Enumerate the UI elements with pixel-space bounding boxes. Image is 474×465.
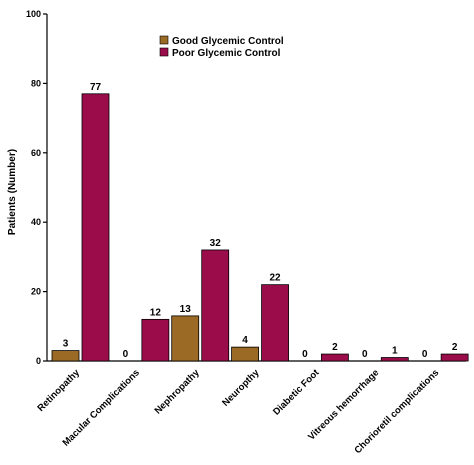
category-label: Retinopathy — [35, 367, 82, 414]
data-label: 0 — [422, 349, 428, 360]
bar-poor — [201, 249, 230, 362]
legend-swatch — [159, 47, 169, 57]
bar-good — [171, 315, 200, 362]
bar-poor — [380, 357, 409, 362]
bar-poor — [321, 353, 349, 362]
bar-poor — [81, 93, 110, 362]
legend-label: Good Glycemic Control — [172, 36, 284, 47]
data-label: 22 — [270, 273, 282, 284]
data-label: 0 — [123, 349, 129, 360]
bar-good — [51, 350, 80, 362]
data-label: 77 — [90, 82, 102, 93]
bar-poor — [141, 318, 170, 362]
data-label: 0 — [362, 349, 368, 360]
category-label: Nephropathy — [153, 367, 203, 417]
y-tick-label: 20 — [31, 287, 41, 297]
y-tick-label: 100 — [26, 9, 41, 19]
y-tick-label: 40 — [31, 217, 41, 227]
data-label: 3 — [63, 339, 69, 350]
y-tick-label: 60 — [31, 148, 41, 158]
data-label: 4 — [242, 335, 248, 346]
data-label: 2 — [452, 342, 458, 353]
data-label: 2 — [332, 342, 338, 353]
y-axis: 0 20 40 60 80 100 — [26, 9, 48, 366]
data-label: 32 — [210, 238, 222, 249]
data-labels: 3 77 0 12 13 32 4 22 0 2 0 1 0 2 — [63, 82, 458, 360]
bar-poor — [261, 284, 289, 362]
y-tick-label: 80 — [31, 78, 41, 88]
category-label: Neuropthy — [220, 367, 262, 409]
bar-good — [231, 346, 259, 362]
y-axis-title: Patients (Number) — [7, 149, 18, 235]
data-label: 12 — [150, 307, 162, 318]
bar-poor — [440, 353, 469, 362]
data-label: 13 — [180, 304, 192, 315]
data-label: 1 — [392, 346, 398, 357]
data-label: 0 — [302, 349, 308, 360]
bars — [51, 93, 469, 362]
y-tick-label: 0 — [36, 356, 41, 366]
legend-label: Poor Glycemic Control — [172, 48, 281, 59]
legend-swatch — [159, 35, 169, 45]
category-label: Diabetic Foot — [271, 367, 322, 418]
